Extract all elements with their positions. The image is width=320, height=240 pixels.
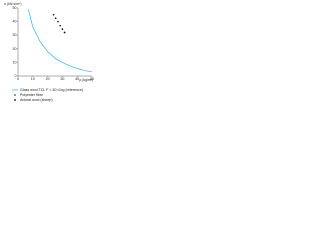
- line: [28, 9, 93, 73]
- y-tick-label: 0: [15, 74, 17, 78]
- y-tick-label: 40: [13, 20, 17, 24]
- legend-label: Polyester fibre: [20, 93, 43, 97]
- y-tick-label: 20: [13, 47, 17, 51]
- legend-label: Glass wool TCL F < 50 d.bg (reference): [20, 88, 83, 92]
- x-axis-label: ρ (kg/m³): [79, 78, 93, 82]
- x-tick-label: 0: [17, 77, 19, 81]
- point: [57, 20, 59, 23]
- point: [59, 24, 61, 27]
- point: [61, 27, 64, 31]
- y-axis-label: σ (kN·s/m⁴): [4, 2, 22, 6]
- x-tick-label: 20: [46, 77, 50, 81]
- point: [63, 31, 66, 34]
- legend-swatch: [13, 98, 17, 102]
- point: [52, 14, 55, 16]
- y-tick-label: 30: [13, 33, 17, 37]
- x-tick-label: 50: [90, 77, 94, 81]
- legend-label: Animal wool (sheep): [20, 98, 53, 102]
- legend-swatch: [14, 94, 16, 96]
- page: {"chart_data": {"type": "line", "y_label…: [0, 0, 100, 120]
- x-tick-label: 10: [31, 77, 35, 81]
- point: [54, 17, 57, 20]
- y-tick-label: 10: [13, 60, 17, 64]
- x-tick-label: 30: [60, 77, 64, 81]
- y-tick-label: 50: [13, 6, 17, 10]
- x-tick-label: 40: [75, 77, 79, 81]
